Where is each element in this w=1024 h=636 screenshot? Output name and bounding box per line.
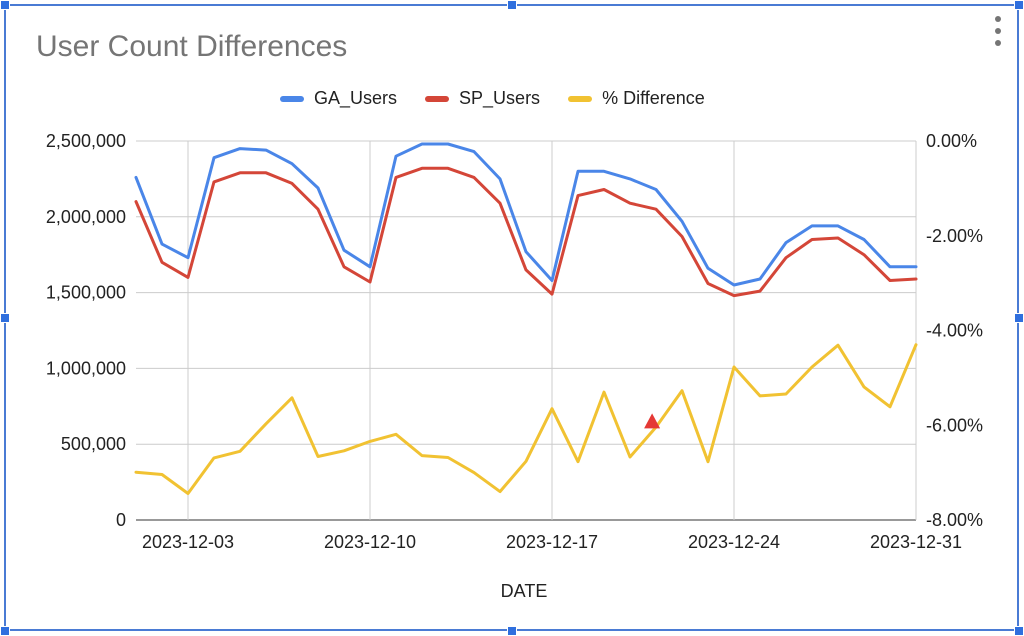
x-tick-label: 2023-12-17 xyxy=(506,532,598,552)
series-line-sp-users xyxy=(134,166,918,298)
x-tick-label: 2023-12-03 xyxy=(142,532,234,552)
left-tick-label: 2,500,000 xyxy=(46,131,126,151)
series-line-ga-users xyxy=(134,142,918,287)
legend-item-pct-difference[interactable]: % Difference xyxy=(568,88,705,109)
menu-dot xyxy=(995,28,1001,34)
right-tick-label: 0.00% xyxy=(926,131,977,151)
menu-dot xyxy=(995,16,1001,22)
menu-dot xyxy=(995,40,1001,46)
legend-label: GA_Users xyxy=(314,88,398,108)
left-tick-label: 0 xyxy=(116,510,126,530)
left-tick-label: 2,000,000 xyxy=(46,207,126,227)
legend-swatch xyxy=(280,95,304,102)
more-vert-icon[interactable] xyxy=(990,16,1006,46)
right-tick-label: -2.00% xyxy=(926,226,983,246)
chart-title: User Count Differences xyxy=(36,30,348,63)
x-tick-label: 2023-12-31 xyxy=(870,532,962,552)
left-tick-label: 1,500,000 xyxy=(46,283,126,303)
right-tick-label: -8.00% xyxy=(926,510,983,530)
legend-item-sp-users[interactable]: SP_Users xyxy=(425,88,540,109)
x-axis-title: DATE xyxy=(501,581,548,601)
x-tick-label: 2023-12-10 xyxy=(324,532,416,552)
right-tick-label: -4.00% xyxy=(926,321,983,341)
x-tick-label: 2023-12-24 xyxy=(688,532,780,552)
resize-handle-middle-left[interactable] xyxy=(0,313,10,323)
series-line-pct-difference xyxy=(134,343,918,495)
legend-swatch xyxy=(568,95,593,102)
highlight-marker xyxy=(644,413,661,429)
left-tick-label: 500,000 xyxy=(61,434,126,454)
legend-label: % Difference xyxy=(602,88,705,108)
resize-handle-top-center[interactable] xyxy=(507,0,517,10)
legend: GA_Users SP_Users % Difference xyxy=(280,88,733,109)
legend-item-ga-users[interactable]: GA_Users xyxy=(280,88,397,109)
resize-handle-top-left[interactable] xyxy=(0,0,10,10)
legend-label: SP_Users xyxy=(459,88,541,108)
right-tick-label: -6.00% xyxy=(926,415,983,435)
legend-swatch xyxy=(425,95,450,102)
left-tick-label: 1,000,000 xyxy=(46,358,126,378)
